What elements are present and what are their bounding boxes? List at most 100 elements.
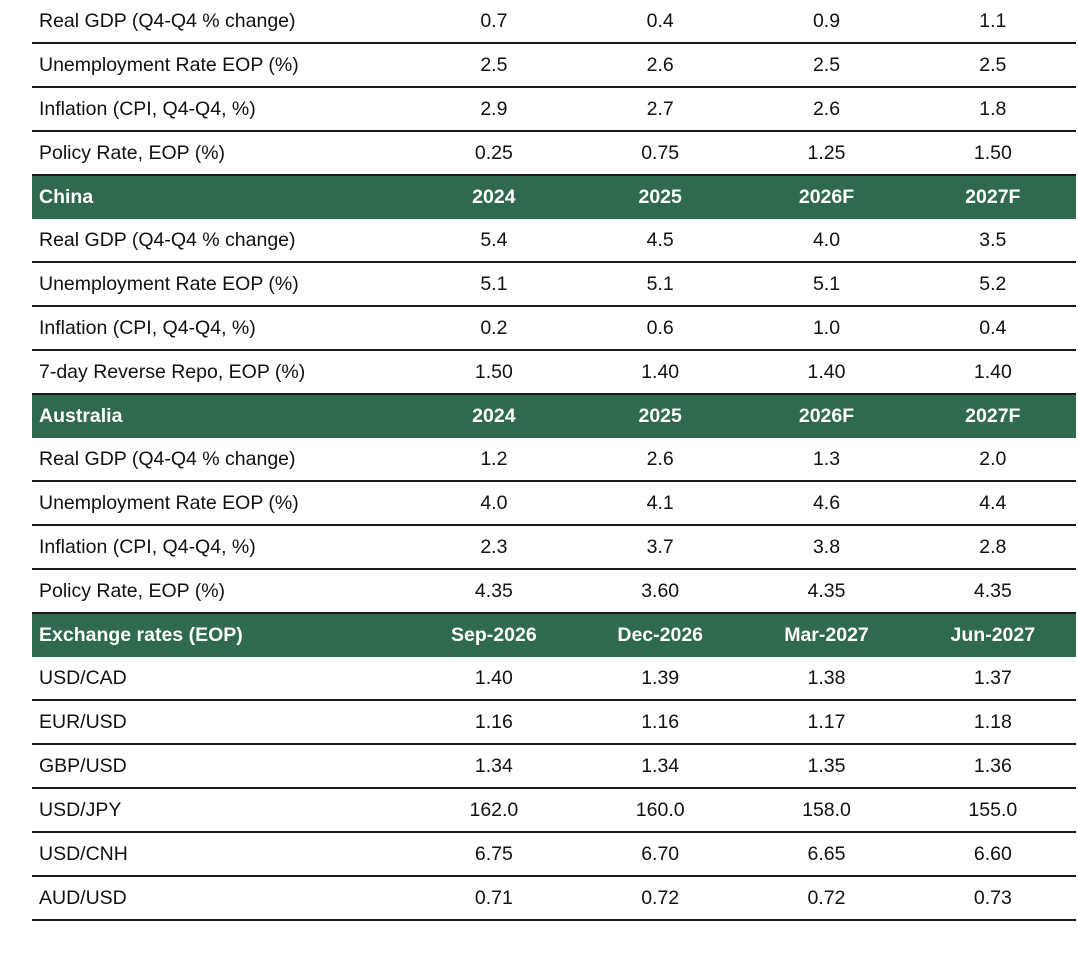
table-cell: 1.16 <box>410 700 578 745</box>
table-cell: 4.0 <box>410 481 578 526</box>
table-cell: 4.0 <box>743 219 910 263</box>
column-header: 2024 <box>410 175 578 219</box>
table-cell: 4.35 <box>410 569 578 614</box>
table-cell: 0.4 <box>577 0 744 44</box>
table-row: Unemployment Rate EOP (%) 2.5 2.6 2.5 2.5 <box>32 43 1076 88</box>
table-cell: 0.2 <box>410 306 578 351</box>
table-cell: 4.4 <box>909 481 1076 526</box>
table-cell: 3.5 <box>909 219 1076 263</box>
table-cell: 1.37 <box>909 657 1076 701</box>
table-row: USD/JPY 162.0 160.0 158.0 155.0 <box>32 788 1076 833</box>
table-cell: 2.5 <box>743 43 910 88</box>
table-cell: 5.1 <box>577 262 744 307</box>
table-row: Inflation (CPI, Q4-Q4, %) 0.2 0.6 1.0 0.4 <box>32 306 1076 351</box>
column-header: Dec-2026 <box>577 613 744 657</box>
table-cell: 1.36 <box>909 744 1076 789</box>
forecast-table-body: Real GDP (Q4-Q4 % change) 0.7 0.4 0.9 1.1 Une… <box>32 0 1076 921</box>
table-row: EUR/USD 1.16 1.16 1.17 1.18 <box>32 700 1076 745</box>
row-label: Inflation (CPI, Q4-Q4, %) <box>32 87 411 132</box>
table-cell: 1.17 <box>743 700 910 745</box>
table-cell: 155.0 <box>909 788 1076 833</box>
row-label: Unemployment Rate EOP (%) <box>32 262 411 307</box>
table-cell: 2.3 <box>410 525 578 570</box>
table-row: Unemployment Rate EOP (%) 4.0 4.1 4.6 4.4 <box>32 481 1076 526</box>
forecast-table: Real GDP (Q4-Q4 % change) 0.7 0.4 0.9 1.1 Une… <box>32 0 1076 921</box>
table-cell: 0.7 <box>410 0 578 44</box>
section-header-row: Exchange rates (EOP) Sep-2026 Dec-2026 Mar-… <box>32 613 1076 657</box>
row-label: AUD/USD <box>32 876 411 921</box>
table-cell: 1.34 <box>577 744 744 789</box>
table-cell: 0.9 <box>743 0 910 44</box>
table-cell: 4.6 <box>743 481 910 526</box>
table-cell: 3.8 <box>743 525 910 570</box>
table-cell: 4.5 <box>577 219 744 263</box>
table-row: Unemployment Rate EOP (%) 5.1 5.1 5.1 5.2 <box>32 262 1076 307</box>
table-cell: 3.7 <box>577 525 744 570</box>
table-cell: 6.60 <box>909 832 1076 877</box>
table-row: Real GDP (Q4-Q4 % change) 1.2 2.6 1.3 2.0 <box>32 438 1076 482</box>
column-header: Sep-2026 <box>410 613 578 657</box>
table-cell: 0.72 <box>577 876 744 921</box>
table-cell: 1.50 <box>909 131 1076 176</box>
column-header: 2026F <box>743 394 910 438</box>
table-cell: 1.2 <box>410 438 578 482</box>
table-cell: 1.25 <box>743 131 910 176</box>
table-cell: 0.73 <box>909 876 1076 921</box>
table-cell: 1.40 <box>410 657 578 701</box>
table-cell: 5.1 <box>743 262 910 307</box>
table-cell: 1.1 <box>909 0 1076 44</box>
table-row: Inflation (CPI, Q4-Q4, %) 2.3 3.7 3.8 2.8 <box>32 525 1076 570</box>
table-cell: 1.38 <box>743 657 910 701</box>
table-cell: 2.6 <box>743 87 910 132</box>
table-row: Real GDP (Q4-Q4 % change) 5.4 4.5 4.0 3.5 <box>32 219 1076 263</box>
table-cell: 0.71 <box>410 876 578 921</box>
row-label: Inflation (CPI, Q4-Q4, %) <box>32 306 411 351</box>
row-label: Real GDP (Q4-Q4 % change) <box>32 0 411 44</box>
section-title: Exchange rates (EOP) <box>32 613 411 657</box>
row-label: Inflation (CPI, Q4-Q4, %) <box>32 525 411 570</box>
column-header: 2024 <box>410 394 578 438</box>
column-header: Jun-2027 <box>909 613 1076 657</box>
table-cell: 0.72 <box>743 876 910 921</box>
row-label: EUR/USD <box>32 700 411 745</box>
table-cell: 1.16 <box>577 700 744 745</box>
table-cell: 0.75 <box>577 131 744 176</box>
row-label: Policy Rate, EOP (%) <box>32 131 411 176</box>
table-cell: 2.6 <box>577 43 744 88</box>
row-label: Policy Rate, EOP (%) <box>32 569 411 614</box>
table-cell: 158.0 <box>743 788 910 833</box>
table-cell: 4.1 <box>577 481 744 526</box>
table-cell: 162.0 <box>410 788 578 833</box>
table-cell: 1.3 <box>743 438 910 482</box>
row-label: USD/CAD <box>32 657 411 701</box>
table-cell: 0.25 <box>410 131 578 176</box>
table-row: Policy Rate, EOP (%) 0.25 0.75 1.25 1.50 <box>32 131 1076 176</box>
table-row: Inflation (CPI, Q4-Q4, %) 2.9 2.7 2.6 1.8 <box>32 87 1076 132</box>
table-cell: 3.60 <box>577 569 744 614</box>
table-cell: 2.7 <box>577 87 744 132</box>
table-cell: 6.75 <box>410 832 578 877</box>
table-row: USD/CNH 6.75 6.70 6.65 6.60 <box>32 832 1076 877</box>
section-header-row: China 2024 2025 2026F 2027F <box>32 175 1076 219</box>
column-header: 2026F <box>743 175 910 219</box>
section-title: Australia <box>32 394 411 438</box>
table-cell: 160.0 <box>577 788 744 833</box>
table-cell: 0.6 <box>577 306 744 351</box>
table-row: USD/CAD 1.40 1.39 1.38 1.37 <box>32 657 1076 701</box>
table-cell: 5.2 <box>909 262 1076 307</box>
table-row: Real GDP (Q4-Q4 % change) 0.7 0.4 0.9 1.1 <box>32 0 1076 44</box>
table-row: GBP/USD 1.34 1.34 1.35 1.36 <box>32 744 1076 789</box>
row-label: GBP/USD <box>32 744 411 789</box>
table-cell: 2.5 <box>909 43 1076 88</box>
table-cell: 1.34 <box>410 744 578 789</box>
table-cell: 5.1 <box>410 262 578 307</box>
table-cell: 1.50 <box>410 350 578 395</box>
table-cell: 2.9 <box>410 87 578 132</box>
table-cell: 2.6 <box>577 438 744 482</box>
row-label: USD/JPY <box>32 788 411 833</box>
table-cell: 2.5 <box>410 43 578 88</box>
table-cell: 6.70 <box>577 832 744 877</box>
table-cell: 1.35 <box>743 744 910 789</box>
row-label: 7-day Reverse Repo, EOP (%) <box>32 350 411 395</box>
column-header: 2027F <box>909 394 1076 438</box>
